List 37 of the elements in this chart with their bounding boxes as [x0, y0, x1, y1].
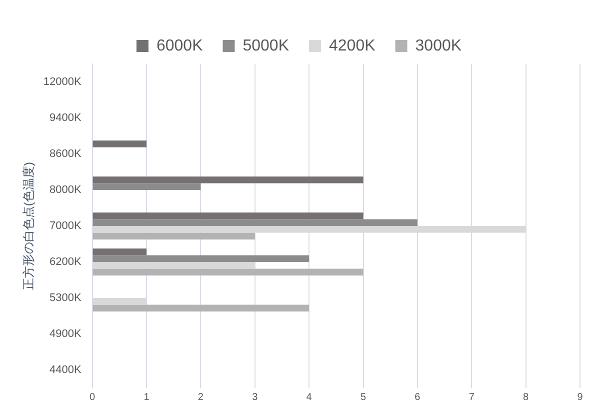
bar: [92, 255, 310, 262]
x-tick-label: 7: [468, 392, 475, 403]
y-tick-label: 5300K: [50, 292, 82, 304]
legend-label: 6000K: [156, 37, 204, 54]
y-tick-label: 4900K: [50, 328, 82, 340]
bar: [92, 268, 364, 276]
bar: [92, 226, 526, 233]
legend-label: 4200K: [329, 37, 376, 54]
x-tick-label: 3: [252, 392, 258, 403]
legend-label: 5000K: [242, 37, 290, 54]
x-tick-label: 6: [414, 392, 421, 403]
x-tick-label: 1: [144, 392, 150, 403]
bar: [92, 176, 364, 184]
x-tick-label: 4: [306, 392, 312, 403]
legend-label: 3000K: [415, 37, 462, 54]
y-tick-label: 7000K: [50, 220, 82, 232]
bar: [92, 298, 147, 305]
x-tick-label: 5: [360, 392, 366, 403]
y-axis-title: 正方形の白色点(色温度): [22, 162, 36, 290]
bar: [92, 232, 255, 240]
x-tick-label: 9: [577, 392, 584, 403]
x-tick-label: 8: [523, 392, 530, 403]
y-tick-label: 8600K: [50, 148, 82, 160]
bar: [92, 212, 364, 220]
y-tick-label: 8000K: [50, 184, 82, 196]
bar: [92, 248, 147, 256]
y-tick-label: 6200K: [50, 256, 82, 268]
bar: [92, 183, 201, 190]
bar: [92, 262, 255, 269]
y-tick-label: 4400K: [50, 364, 82, 376]
bar: [92, 304, 310, 312]
x-tick-label: 2: [198, 392, 204, 403]
x-tick-label: 0: [90, 392, 96, 403]
bar: [92, 219, 418, 226]
y-tick-label: 9400K: [50, 112, 82, 124]
bar: [92, 140, 147, 148]
y-tick-label: 12000K: [43, 76, 82, 88]
